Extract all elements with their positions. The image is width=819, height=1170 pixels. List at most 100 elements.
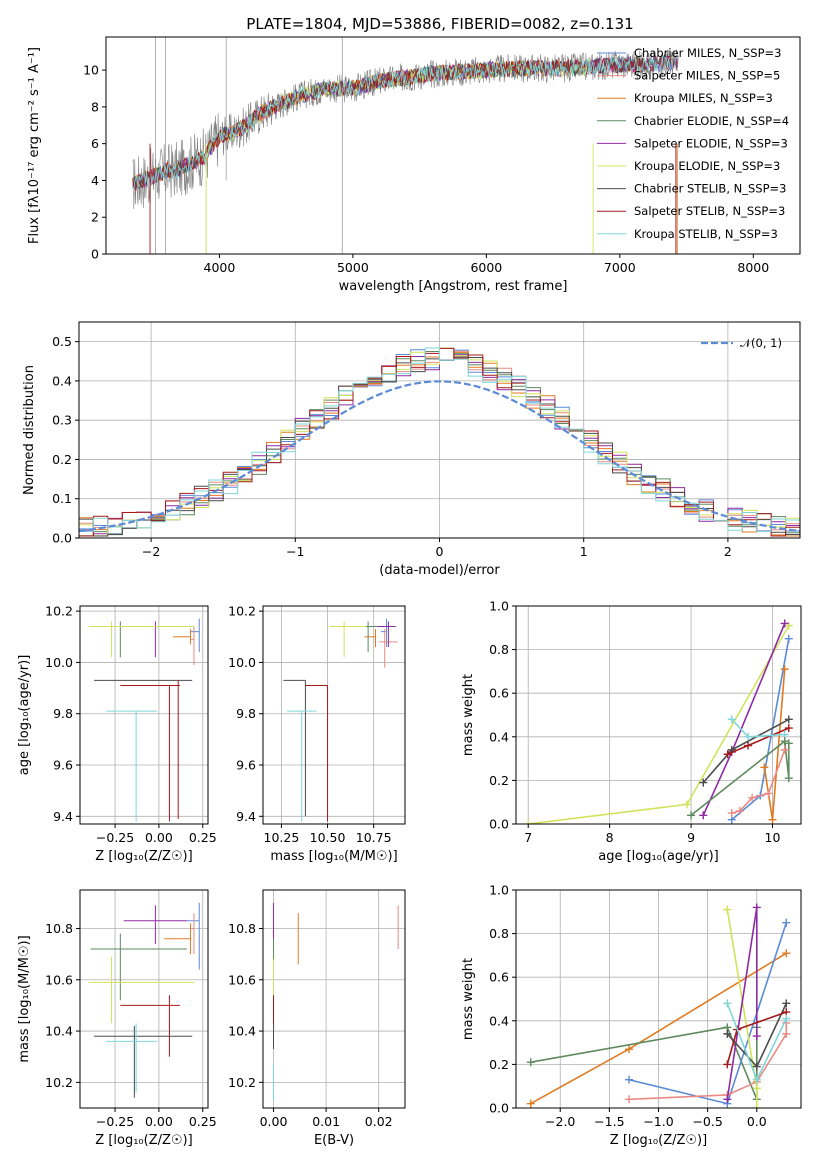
weight-series-chabrier-elodie (526, 1023, 761, 1104)
weight-marker (784, 621, 793, 630)
x-axis-label: Z [log₁₀(Z/Z☉)] (610, 1133, 707, 1148)
weight-marker (625, 1075, 634, 1084)
weight-marker (768, 815, 777, 824)
weight-marker (780, 665, 789, 674)
weight-marker (748, 793, 757, 802)
y-axis-label: mass weight (461, 958, 476, 1040)
x-tick-label: 0.0 (747, 1114, 767, 1129)
x-tick-label: 5000 (337, 260, 369, 275)
weight-marker (723, 750, 732, 759)
weight-marker (752, 1104, 761, 1108)
errorbar-chabrier-stelib (94, 1025, 193, 1098)
plot-area (273, 902, 399, 1101)
weight-series-salpeter-stelib (723, 724, 793, 759)
errorbar-salpeter-miles (190, 913, 195, 955)
weight-marker (752, 1075, 761, 1084)
x-tick-label: 1 (580, 544, 588, 559)
y-tick-label: 9.8 (53, 706, 73, 721)
weight-marker (625, 1095, 634, 1104)
weight-marker (780, 737, 789, 746)
weight-marker (782, 1014, 791, 1023)
weight-series-kroupa-miles (760, 665, 789, 824)
y-tick-label: 10.2 (228, 604, 256, 619)
x-axis-label: Z [log₁₀(Z/Z☉)] (95, 1133, 192, 1148)
axes-border (515, 605, 802, 825)
y-tick-label: 9.6 (53, 758, 73, 773)
x-tick-label: 0.00 (145, 1114, 173, 1129)
gaussian-curve (79, 380, 800, 533)
weight-series-kroupa-miles (526, 949, 791, 1108)
y-axis-label: mass weight (461, 674, 476, 756)
weight-series-salpeter-miles (727, 745, 789, 818)
x-tick-label: −0.25 (96, 830, 134, 845)
x-tick-label: −0.5 (692, 1114, 722, 1129)
x-axis-label: Z [log₁₀(Z/Z☉)] (95, 849, 192, 864)
errorbar-kroupa-miles (172, 629, 191, 645)
errorbar-kroupa-stelib (106, 1023, 158, 1093)
weight-marker (782, 999, 791, 1008)
y-tick-label: 1.0 (489, 883, 509, 898)
x-tick-label: 9 (687, 830, 695, 845)
age-vs-mass-panel: 10.25 10.50 10.75 9.4 9.6 9.8 10.0 10.2 mass [lo… (228, 604, 406, 864)
weight-marker (723, 1029, 732, 1038)
weight-marker (784, 774, 793, 783)
y-tick-label: 9.4 (53, 809, 73, 824)
y-tick-label: 10.4 (228, 1024, 256, 1039)
legend-entry: Kroupa MILES, N_SSP=3 (634, 91, 773, 105)
weight-marker (526, 1058, 535, 1067)
errorbar-kroupa-elodie (88, 621, 194, 658)
y-tick-label: 0.8 (489, 642, 509, 657)
errorbar-chabrier-miles (381, 618, 388, 648)
weight-marker (784, 715, 793, 724)
axes-frame: −2 −1 0 1 2 0.0 0.1 0.2 0.3 0.4 0.5 (data-model)/er… (22, 321, 801, 578)
y-tick-label: 10.6 (45, 972, 73, 987)
spectrum-legend: Chabrier MILES, N_SSP=3 Salpeter MILES, N… (597, 46, 789, 241)
weight-marker (782, 1029, 791, 1038)
x-axis-label: (data-model)/error (379, 563, 500, 578)
plot-area (283, 618, 398, 822)
plot-area (132, 37, 679, 254)
model-spectrum-salpeter-stelib (132, 55, 678, 191)
axes-frame: 0.00 0.01 0.02 10.2 10.4 10.6 10.8 E(B-V) (228, 889, 406, 1148)
axes-frame: 4000 5000 6000 7000 8000 0 2 4 6 8 10 wavelength [A… (27, 36, 801, 294)
errorbar-salpeter-elodie (377, 621, 396, 648)
plot-area (524, 619, 793, 824)
x-tick-label: 10.25 (264, 830, 300, 845)
weight-marker (699, 778, 708, 787)
x-tick-label: 4000 (204, 260, 236, 275)
legend-entry: Chabrier MILES, N_SSP=3 (634, 46, 781, 60)
x-axis-label: age [log₁₀(age/yr)] (598, 849, 719, 864)
plot-area (88, 902, 200, 1098)
errorbar-kroupa-miles (364, 629, 376, 648)
x-tick-label: 0 (436, 544, 444, 559)
y-tick-label: 9.4 (236, 809, 256, 824)
y-tick-label: 0.0 (489, 1101, 509, 1116)
weight-marker (723, 999, 732, 1008)
weight-marker (784, 634, 793, 643)
y-tick-label: 0.2 (489, 1057, 509, 1072)
weight-marker (782, 918, 791, 927)
x-axis-label: mass [log₁₀(M/M☉)] (270, 849, 397, 864)
x-tick-label: 8000 (737, 260, 769, 275)
y-tick-label: 0.2 (52, 452, 72, 467)
y-axis-label: mass [log₁₀(M/M☉)] (17, 935, 32, 1062)
x-tick-label: 0.00 (260, 1114, 288, 1129)
x-tick-label: 8 (606, 830, 614, 845)
legend-entry: Salpeter ELODIE, N_SSP=3 (634, 136, 788, 150)
errorbar-kroupa-stelib (106, 710, 158, 822)
weight-marker (723, 1060, 732, 1069)
errorbar-kroupa-elodie (329, 621, 367, 658)
weight-marker (780, 745, 789, 754)
weight-marker (524, 820, 533, 824)
weight-marker (727, 809, 736, 818)
weight-marker (699, 811, 708, 820)
y-axis-label: Normed distribution (22, 365, 37, 495)
weight-marker (723, 905, 732, 914)
axes-frame: 10.25 10.50 10.75 9.4 9.6 9.8 10.0 10.2 mass [lo… (228, 604, 406, 864)
weight-marker (782, 949, 791, 958)
legend-entry: Chabrier STELIB, N_SSP=3 (634, 182, 786, 196)
x-tick-label: 10.75 (356, 830, 392, 845)
age-vs-metallicity-panel: −0.25 0.00 0.25 9.4 9.6 9.8 10.0 10.2 Z [log₁₀(Z… (17, 604, 217, 864)
weight-vs-metallicity-panel: −2.0 −1.5 −1.0 −0.5 0.0 0.0 0.2 0.4 0.6 0.8 1.0 Z [… (461, 883, 802, 1148)
